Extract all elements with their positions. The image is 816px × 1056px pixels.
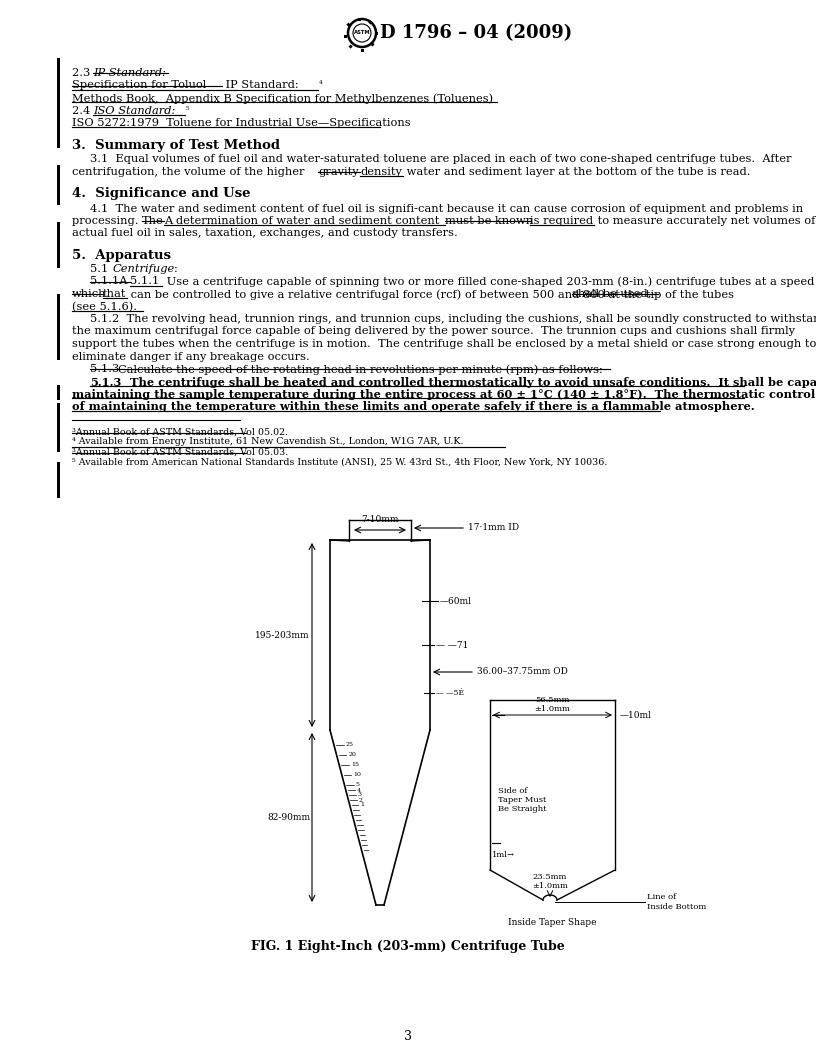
Text: ⁴ Available from Energy Institute, 61 New Cavendish St., London, W1G 7AR, U.K.: ⁴ Available from Energy Institute, 61 Ne… (72, 437, 463, 447)
Text: 5.1.2  The revolving head, trunnion rings, and trunnion cups, including the cush: 5.1.2 The revolving head, trunnion rings… (90, 314, 816, 324)
Bar (370, 42, 375, 46)
Text: 4: 4 (357, 788, 361, 792)
Text: that: that (103, 289, 126, 299)
Text: Calculate the speed of the rotating head in revolutions per minute (rpm) as foll: Calculate the speed of the rotating head… (118, 364, 603, 375)
Text: 82-90mm: 82-90mm (267, 812, 310, 822)
Text: 2.3: 2.3 (72, 68, 97, 78)
Text: must be known: must be known (445, 216, 533, 226)
Bar (361, 49, 363, 52)
Text: ³Annual Book of ASTM Standards, Vol 05.03.: ³Annual Book of ASTM Standards, Vol 05.0… (72, 448, 288, 456)
Text: 7-10mm: 7-10mm (361, 515, 399, 524)
Text: ³Annual Book of ASTM Standards, Vol 05.02.: ³Annual Book of ASTM Standards, Vol 05.0… (72, 428, 288, 436)
Text: Methods Book,  Appendix B Specification for Methylbenzenes (Toluenes): Methods Book, Appendix B Specification f… (72, 93, 493, 103)
Text: 25: 25 (346, 742, 354, 748)
Text: of maintaining the temperature within these limits and operate safely if there i: of maintaining the temperature within th… (72, 401, 755, 413)
Text: —10ml: —10ml (620, 711, 652, 719)
Text: 20: 20 (348, 753, 357, 757)
Bar (375, 32, 378, 35)
Text: 5: 5 (356, 782, 360, 788)
Text: density: density (360, 167, 401, 177)
Text: centrifugation, the volume of the higher: centrifugation, the volume of the higher (72, 167, 308, 177)
Text: to measure accurately net volumes of: to measure accurately net volumes of (594, 216, 815, 226)
Bar (57, 222, 60, 268)
Text: Line of
Inside Bottom: Line of Inside Bottom (647, 893, 707, 910)
Text: :: : (174, 264, 178, 274)
Text: is required: is required (530, 216, 593, 226)
Text: Centrifuge: Centrifuge (113, 264, 175, 274)
Text: processing.: processing. (72, 216, 142, 226)
Text: The: The (142, 216, 164, 226)
Text: eliminate danger if any breakage occurs.: eliminate danger if any breakage occurs. (72, 352, 310, 361)
Bar (57, 165, 60, 205)
Text: 36.00–37.75mm OD: 36.00–37.75mm OD (477, 667, 568, 677)
Text: — —71: — —71 (436, 641, 468, 649)
Text: ISO 5272:1979  Toluene for Industrial Use—Specifications: ISO 5272:1979 Toluene for Industrial Use… (72, 118, 410, 128)
Text: D 1796 – 04 (2009): D 1796 – 04 (2009) (380, 24, 572, 42)
Text: 2.4: 2.4 (72, 106, 97, 115)
Text: gravity: gravity (318, 167, 358, 177)
Text: 3.  Summary of Test Method: 3. Summary of Test Method (72, 138, 280, 151)
Text: 5.1.3: 5.1.3 (90, 377, 122, 388)
Text: 5.  Apparatus: 5. Apparatus (72, 249, 171, 262)
Text: Use a centrifuge capable of spinning two or more filled cone-shaped 203-mm (8-in: Use a centrifuge capable of spinning two… (163, 277, 814, 287)
Bar (57, 58, 60, 148)
Bar (368, 20, 373, 24)
Text: (see 5.1.6).: (see 5.1.6). (72, 302, 137, 312)
Text: maintaining the sample temperature during the entire process at 60 ± 1°C (140 ± : maintaining the sample temperature durin… (72, 389, 816, 400)
Text: which: which (72, 289, 107, 299)
Text: Side of
Taper Must
Be Straight: Side of Taper Must Be Straight (498, 787, 547, 813)
Text: ⁵: ⁵ (186, 106, 189, 114)
Text: 5.1.3: 5.1.3 (90, 364, 119, 374)
Text: The centrifuge shall be heated and controlled thermostatically to avoid unsafe c: The centrifuge shall be heated and contr… (122, 377, 816, 388)
Text: FIG. 1 Eight-Inch (203-mm) Centrifuge Tube: FIG. 1 Eight-Inch (203-mm) Centrifuge Tu… (251, 940, 565, 953)
Text: shall be used.: shall be used. (572, 289, 651, 299)
Bar (348, 44, 353, 49)
Text: ⁴: ⁴ (319, 80, 322, 90)
Bar (57, 403, 60, 452)
Bar (57, 294, 60, 360)
Text: 3: 3 (358, 792, 361, 797)
Text: 2: 2 (359, 797, 363, 803)
Text: 10: 10 (353, 773, 361, 777)
Text: — —5É: — —5É (436, 689, 464, 697)
Text: 17·1mm ID: 17·1mm ID (468, 524, 519, 532)
Bar (57, 385, 60, 400)
Text: ISO Standard:: ISO Standard: (93, 106, 175, 115)
Text: 195-203mm: 195-203mm (255, 630, 310, 640)
Text: 3: 3 (404, 1030, 412, 1043)
Text: A determination of water and sediment content: A determination of water and sediment co… (164, 216, 443, 226)
Text: 3.1  Equal volumes of fuel oil and water-saturated toluene are placed in each of: 3.1 Equal volumes of fuel oil and water-… (90, 154, 792, 165)
Text: 4.1  The water and sediment content of fuel oil is signifi-cant because it can c: 4.1 The water and sediment content of fu… (90, 204, 803, 213)
Text: —60ml: —60ml (440, 597, 472, 605)
Text: 5.1: 5.1 (90, 264, 116, 274)
Text: 4.  Significance and Use: 4. Significance and Use (72, 188, 251, 201)
Text: 5.1.1: 5.1.1 (130, 277, 159, 286)
Text: 1ml→: 1ml→ (492, 851, 515, 859)
Text: the maximum centrifugal force capable of being delivered by the power source.  T: the maximum centrifugal force capable of… (72, 326, 795, 337)
Text: ASTM: ASTM (353, 31, 370, 36)
Text: 5.1.1A: 5.1.1A (90, 277, 127, 286)
Text: support the tubes when the centrifuge is in motion.  The centrifuge shall be enc: support the tubes when the centrifuge is… (72, 339, 816, 348)
Bar (357, 18, 361, 20)
Text: 15: 15 (351, 762, 359, 768)
Text: water and sediment layer at the bottom of the tube is read.: water and sediment layer at the bottom o… (403, 167, 751, 177)
Text: IP Standard:: IP Standard: (93, 68, 166, 78)
Bar (344, 35, 347, 38)
Text: Inside Taper Shape: Inside Taper Shape (508, 918, 596, 927)
Text: Specification for Toluol: Specification for Toluol (72, 80, 206, 91)
Text: 1: 1 (360, 803, 364, 808)
Bar (346, 22, 351, 26)
Text: IP Standard:: IP Standard: (222, 80, 299, 91)
Text: 23.5mm
±1.0mm: 23.5mm ±1.0mm (532, 873, 568, 890)
Text: ⁵ Available from American National Standards Institute (ANSI), 25 W. 43rd St., 4: ⁵ Available from American National Stand… (72, 457, 607, 467)
Text: actual fuel oil in sales, taxation, exchanges, and custody transfers.: actual fuel oil in sales, taxation, exch… (72, 228, 458, 239)
Text: 56.5mm
±1.0mm: 56.5mm ±1.0mm (534, 696, 570, 713)
Text: can be controlled to give a relative centrifugal force (rcf) of between 500 and : can be controlled to give a relative cen… (127, 289, 738, 300)
Bar (57, 463, 60, 498)
